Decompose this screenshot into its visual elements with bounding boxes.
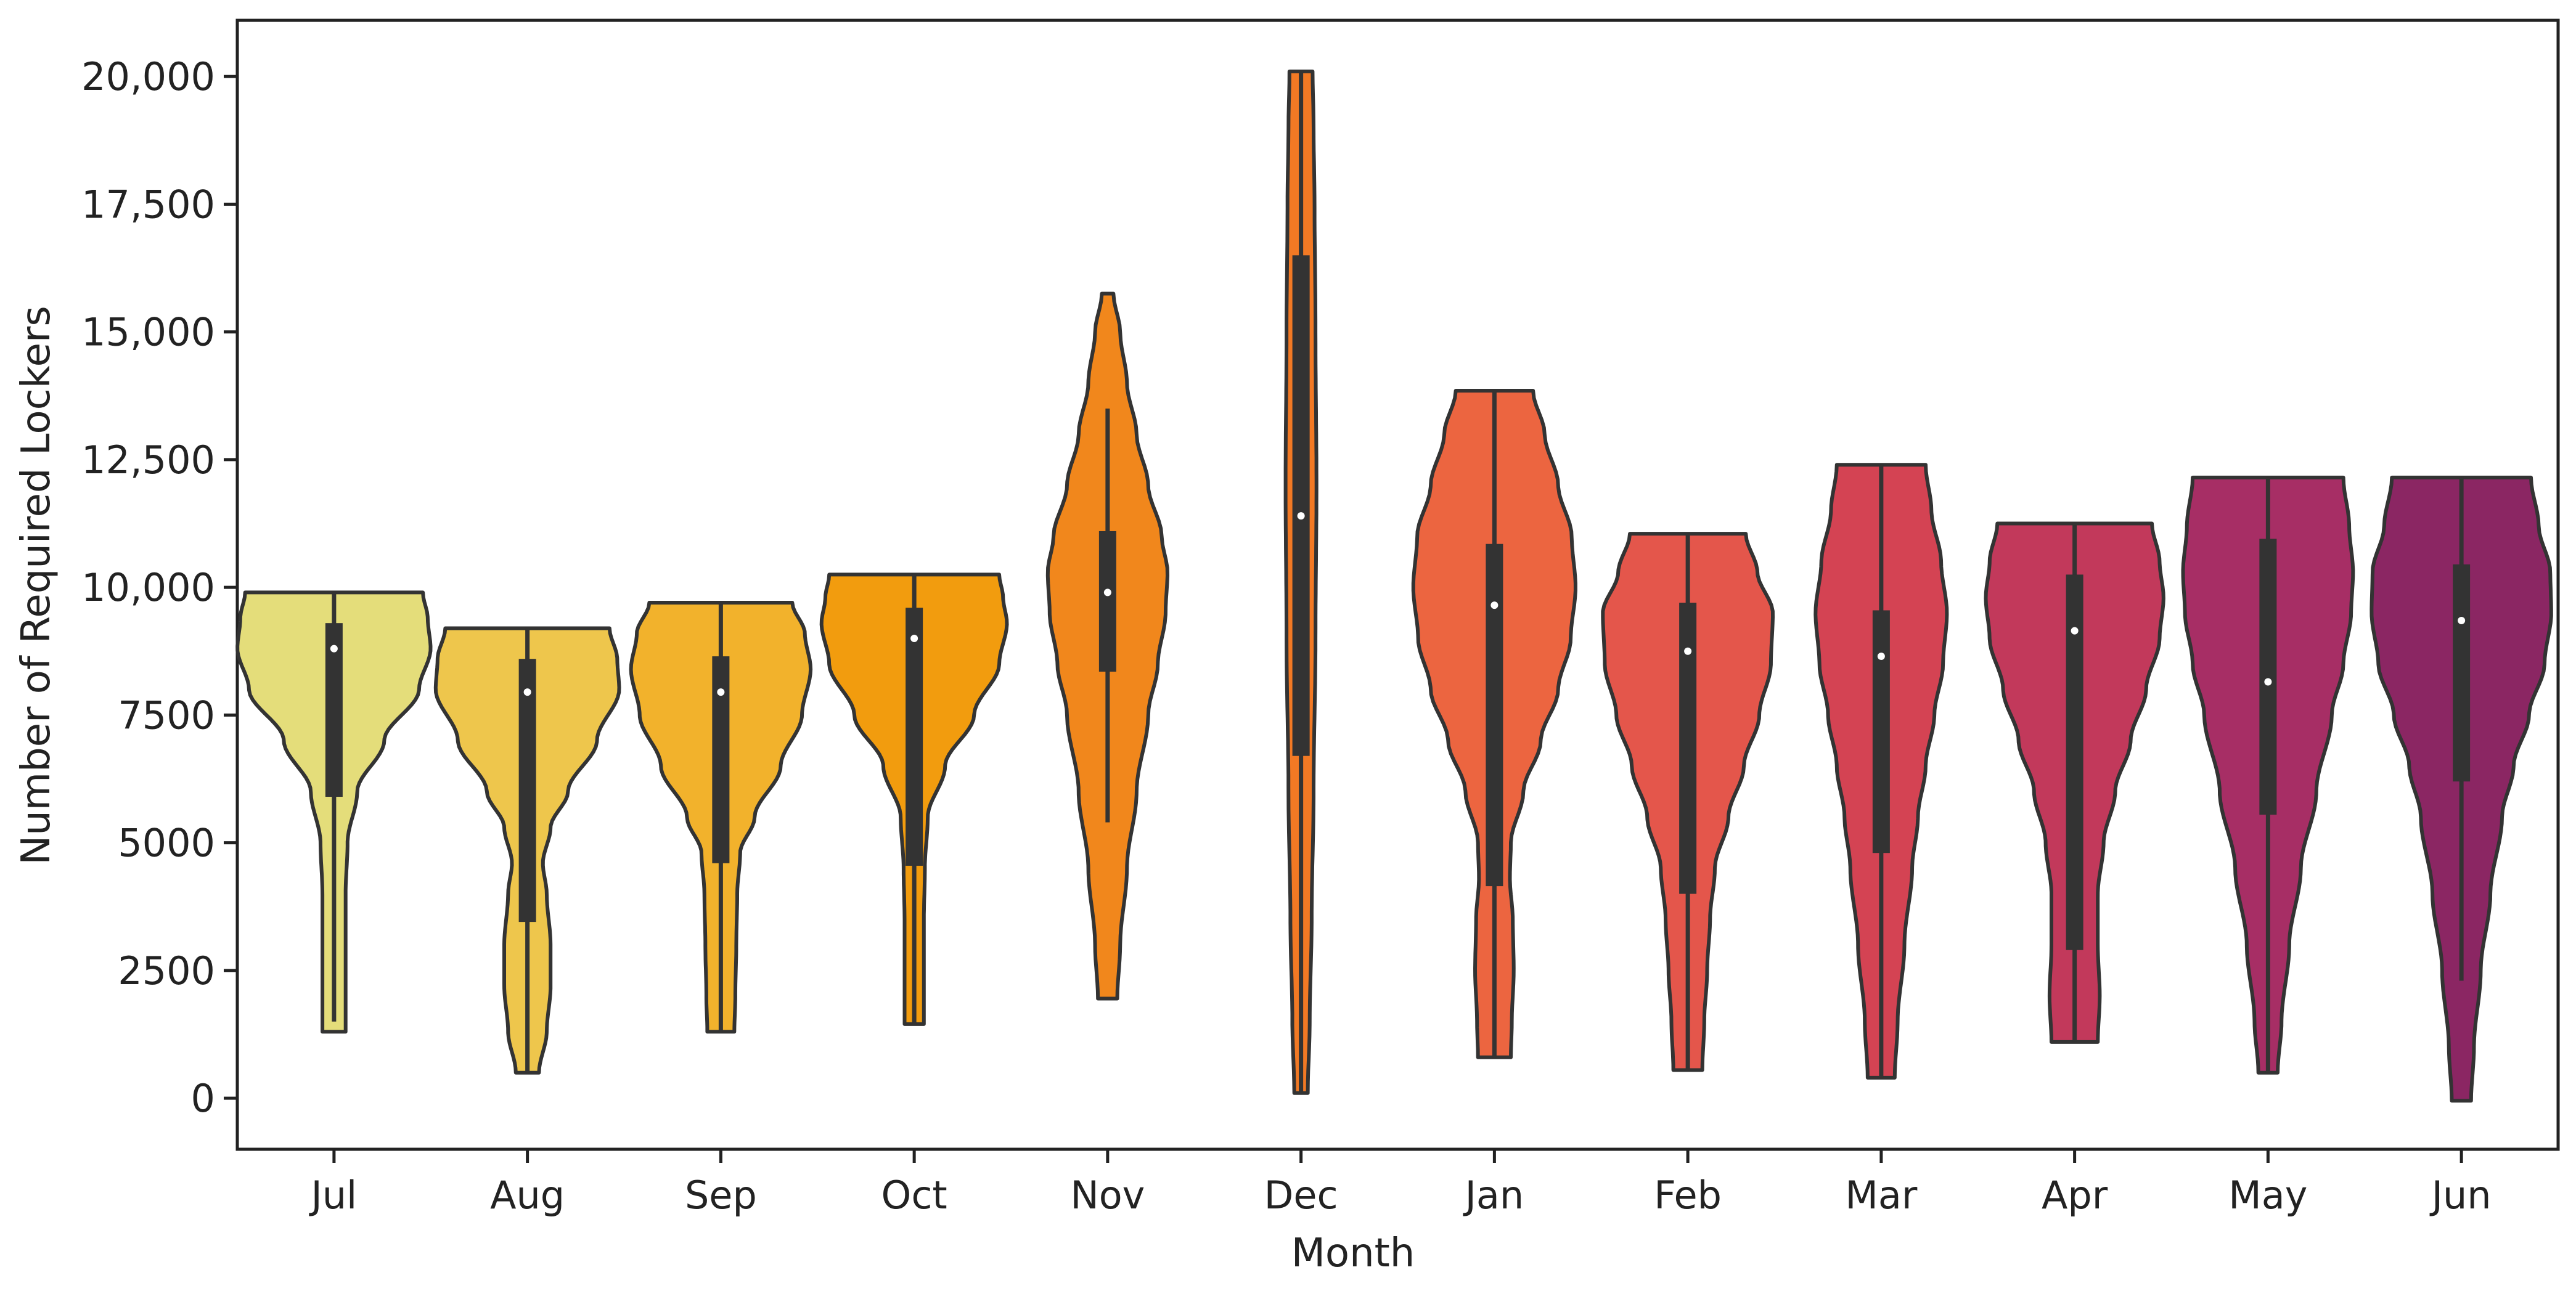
violin-iqr-box: [1292, 255, 1310, 756]
violin-iqr-box: [2066, 574, 2083, 950]
x-tick-label: Jun: [2429, 1173, 2492, 1218]
y-tick-label: 0: [191, 1076, 215, 1121]
violin-jul: [235, 590, 433, 1034]
violin-iqr-box: [1486, 544, 1503, 887]
violin-nov: [1045, 291, 1169, 1001]
violin-iqr-box: [712, 656, 730, 863]
violin-iqr-box: [1679, 603, 1697, 894]
violin-sep: [629, 601, 813, 1034]
violin-iqr-box: [518, 659, 536, 922]
violin-median-dot: [1297, 512, 1305, 520]
violin-median-dot: [717, 688, 725, 696]
violin-iqr-box: [1098, 531, 1116, 672]
violin-may: [2181, 475, 2355, 1075]
violin-oct: [819, 572, 1009, 1026]
x-tick-label: Jul: [308, 1173, 357, 1218]
y-axis-label: Number of Required Lockers: [14, 306, 59, 865]
violin-aug: [433, 626, 621, 1075]
violin-median-dot: [1490, 601, 1499, 609]
x-tick-label: Jan: [1463, 1173, 1524, 1218]
violin-iqr-box: [906, 608, 923, 866]
violin-iqr-box: [1872, 610, 1890, 853]
violin-median-dot: [1877, 653, 1885, 661]
violin-median-dot: [2071, 627, 2079, 635]
y-tick-label: 20,000: [81, 54, 215, 99]
y-tick-label: 5000: [118, 821, 215, 866]
violin-feb: [1601, 532, 1775, 1072]
violin-jun: [2370, 475, 2553, 1103]
y-tick-label: 7500: [118, 693, 215, 738]
violin-median-dot: [910, 635, 918, 643]
violin-apr: [1984, 521, 2165, 1044]
x-tick-label: Feb: [1654, 1173, 1722, 1218]
x-tick-label: Sep: [685, 1173, 757, 1218]
violin-median-dot: [523, 688, 531, 696]
violin-iqr-box: [2453, 564, 2471, 782]
violin-mar: [1813, 463, 1949, 1080]
violin-median-dot: [330, 645, 338, 653]
x-tick-label: Aug: [490, 1173, 565, 1218]
y-axis-ticks: 0 2500 5000 7500 10,000 12,500 15,000 17,500 20,…: [81, 54, 237, 1121]
y-tick-label: 12,500: [81, 438, 215, 483]
y-tick-label: 2500: [118, 948, 215, 993]
x-tick-label: Oct: [881, 1173, 947, 1218]
x-axis-ticks: Jul Aug Sep Oct Nov Dec Jan Feb Mar Apr May Jun: [308, 1149, 2492, 1218]
violin-median-dot: [1103, 588, 1111, 597]
x-tick-label: May: [2228, 1173, 2307, 1218]
x-tick-label: Nov: [1070, 1173, 1145, 1218]
y-tick-label: 15,000: [81, 310, 215, 355]
violin-median-dot: [2264, 678, 2272, 686]
violins-group: [235, 69, 2553, 1103]
x-tick-label: Apr: [2042, 1173, 2108, 1218]
x-tick-label: Dec: [1264, 1173, 1338, 1218]
y-tick-label: 10,000: [81, 565, 215, 610]
x-axis-label: Month: [1291, 1231, 1415, 1276]
violin-median-dot: [2458, 617, 2466, 625]
x-tick-label: Mar: [1845, 1173, 1917, 1218]
violin-dec: [1283, 69, 1319, 1095]
violin-iqr-box: [2259, 539, 2277, 815]
violin-median-dot: [1684, 647, 1692, 655]
y-tick-label: 17,500: [81, 182, 215, 227]
plot-area: [235, 18, 2560, 1151]
violin-jan: [1411, 389, 1577, 1059]
